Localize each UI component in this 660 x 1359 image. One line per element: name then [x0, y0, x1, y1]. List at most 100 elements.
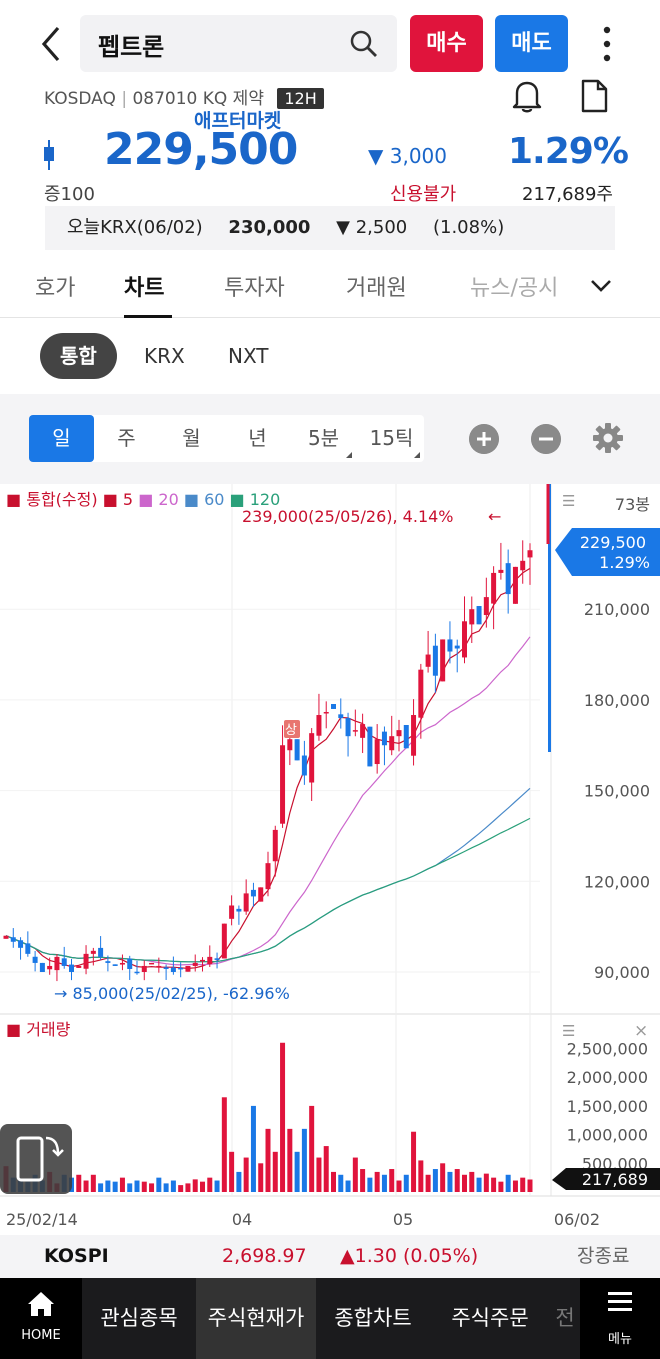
- volume-bar: [381, 1174, 387, 1192]
- volume-bar: [418, 1160, 424, 1192]
- candle-body: [163, 967, 169, 969]
- limit-up-text: 상: [285, 723, 297, 738]
- candle-body: [287, 739, 293, 751]
- candlestick-chart[interactable]: 210,000 180,000 150,000 120,000 90,000 73봉 239…: [0, 484, 660, 1234]
- trade-volume: 217,689주: [522, 184, 613, 205]
- candle-body: [156, 965, 162, 968]
- tab-broker[interactable]: 거래원: [346, 276, 407, 301]
- price-change: ▼ 3,000: [368, 144, 447, 168]
- stock-search-box[interactable]: 펩트론: [80, 15, 397, 72]
- volume-title: ■ 거래량: [6, 1020, 71, 1039]
- top-bar: 펩트론 매수 매도: [0, 0, 660, 86]
- current-volume-tag: [552, 1168, 660, 1190]
- nav-home[interactable]: HOME: [0, 1278, 82, 1359]
- buy-button[interactable]: 매수: [410, 15, 483, 72]
- back-arrow-icon[interactable]: [34, 22, 70, 66]
- candle-body: [112, 964, 118, 966]
- rotate-screen-button[interactable]: [0, 1124, 72, 1194]
- volume-bar: [214, 1180, 220, 1192]
- candle-body: [294, 739, 300, 761]
- bell-icon[interactable]: [510, 78, 544, 114]
- volume-bar: [76, 1174, 82, 1192]
- candle-body: [10, 937, 16, 942]
- period-5min-label: 5분: [307, 426, 340, 450]
- zoom-out-icon[interactable]: [531, 424, 561, 454]
- volume-bar: [98, 1183, 104, 1192]
- volume-title-text: 거래량: [26, 1020, 71, 1039]
- period-15tick-label: 15틱: [369, 426, 414, 450]
- hamburger-icon: [608, 1292, 632, 1311]
- candle-body: [345, 718, 351, 737]
- volume-bar: [207, 1177, 213, 1192]
- volume-bar: [192, 1179, 198, 1192]
- volume-bar: [462, 1174, 467, 1192]
- home-icon: [28, 1292, 54, 1316]
- volume-bar: [83, 1180, 89, 1192]
- volume-bar: [178, 1185, 184, 1192]
- volume-bar: [367, 1177, 373, 1192]
- candle-body: [360, 724, 366, 738]
- tab-quote[interactable]: 호가: [35, 276, 76, 301]
- volume-bar: [200, 1181, 205, 1192]
- candle-body: [178, 967, 184, 970]
- chevron-down-icon[interactable]: [588, 276, 614, 296]
- nav-chart[interactable]: 종합차트: [334, 1306, 412, 1330]
- zoom-in-icon[interactable]: [469, 424, 499, 454]
- period-15tick[interactable]: 15틱: [359, 415, 424, 462]
- period-day[interactable]: 일: [29, 415, 94, 462]
- volume-bar: [90, 1174, 96, 1192]
- tab-news[interactable]: 뉴스/공시: [470, 276, 559, 301]
- margin-rate: 증100: [44, 184, 95, 205]
- candle-body: [301, 755, 307, 776]
- volume-bar: [156, 1177, 162, 1192]
- corner-mark: [346, 452, 352, 458]
- price-chart-area[interactable]: 210,000 180,000 150,000 120,000 90,000 73봉 239…: [0, 484, 660, 1234]
- current-price: 229,500: [104, 124, 298, 175]
- volume-bar: [265, 1128, 271, 1192]
- kospi-ticker[interactable]: KOSPI 2,698.97 ▲1.30 (0.05%) 장종료: [0, 1235, 660, 1278]
- market-integrated[interactable]: 통합: [40, 333, 117, 379]
- volume-tick-label: 1,000,000: [567, 1126, 648, 1145]
- period-week[interactable]: 주: [117, 426, 136, 450]
- nav-order[interactable]: 주식주문: [451, 1306, 529, 1330]
- candle-body: [98, 947, 104, 957]
- period-5min[interactable]: 5분: [291, 415, 356, 462]
- volume-bar: [396, 1180, 402, 1192]
- nav-menu[interactable]: 메뉴: [580, 1278, 660, 1359]
- market-krx[interactable]: KRX: [144, 344, 185, 368]
- volume-bar: [527, 1179, 533, 1192]
- volume-bar: [389, 1169, 395, 1192]
- candle-body: [396, 730, 402, 737]
- document-icon[interactable]: [578, 78, 610, 114]
- sell-button[interactable]: 매도: [495, 15, 568, 72]
- period-year[interactable]: 년: [248, 426, 267, 450]
- search-icon[interactable]: [349, 29, 379, 59]
- market-nxt[interactable]: NXT: [228, 344, 269, 368]
- gear-icon[interactable]: [592, 422, 624, 454]
- period-month[interactable]: 월: [182, 426, 201, 450]
- candle-body: [105, 961, 111, 963]
- candle-body: [367, 726, 373, 767]
- tab-chart[interactable]: 차트: [124, 276, 165, 301]
- nav-watchlist[interactable]: 관심종목: [100, 1306, 178, 1330]
- candle-body: [462, 621, 467, 658]
- nav-more[interactable]: 전: [555, 1306, 575, 1330]
- tab-investor[interactable]: 투자자: [224, 276, 285, 301]
- rotate-icon: [16, 1136, 64, 1182]
- price-tick-label: 120,000: [584, 872, 650, 891]
- candle-body: [491, 572, 497, 604]
- krx-label: 오늘KRX(06/02): [67, 217, 203, 238]
- candle-body: [229, 905, 235, 919]
- candle-body: [381, 731, 387, 746]
- nav-current-price[interactable]: 주식현재가: [196, 1278, 316, 1359]
- price-tick-label: 210,000: [584, 600, 650, 619]
- volume-bar: [149, 1183, 155, 1192]
- candle-body: [250, 889, 256, 897]
- more-vertical-icon[interactable]: [596, 24, 618, 64]
- candle-body: [331, 704, 336, 709]
- candle-body: [61, 958, 67, 966]
- krx-percent: (1.08%): [432, 217, 505, 238]
- down-triangle-icon: ▼: [368, 144, 384, 168]
- volume-bar: [505, 1174, 511, 1192]
- legend-main: 통합(수정): [26, 490, 98, 509]
